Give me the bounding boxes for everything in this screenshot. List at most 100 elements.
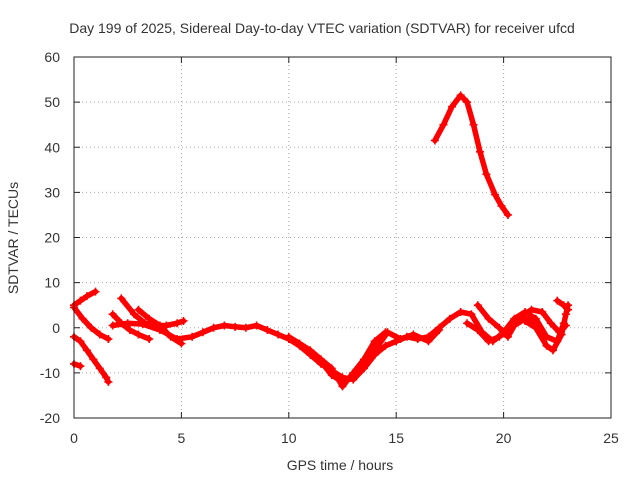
data-point xyxy=(102,373,111,382)
data-point xyxy=(564,305,573,314)
data-series xyxy=(70,91,573,391)
data-point xyxy=(349,373,358,382)
data-point xyxy=(274,330,283,339)
data-point xyxy=(546,319,555,328)
data-point xyxy=(95,364,104,373)
data-point xyxy=(448,102,457,111)
grid-lines xyxy=(74,57,611,418)
data-point xyxy=(527,305,536,314)
series-arc-4 xyxy=(70,359,85,371)
series-band xyxy=(71,288,99,308)
data-point xyxy=(497,201,506,210)
x-tick-label: 10 xyxy=(281,430,297,446)
data-point xyxy=(561,310,570,319)
data-point xyxy=(76,337,85,346)
data-point xyxy=(381,341,390,350)
data-point xyxy=(491,190,500,199)
data-point xyxy=(463,98,472,107)
data-point xyxy=(506,323,515,332)
series-band xyxy=(318,347,378,385)
y-tick-label: 40 xyxy=(44,139,60,155)
y-tick-label: 50 xyxy=(44,94,60,110)
series-arc-1 xyxy=(70,287,100,310)
data-point xyxy=(327,371,336,380)
data-point xyxy=(117,294,126,303)
data-point xyxy=(439,120,448,129)
data-point xyxy=(108,321,117,330)
data-point xyxy=(173,319,182,328)
data-point xyxy=(549,346,558,355)
data-point xyxy=(456,307,465,316)
data-point xyxy=(359,359,368,368)
data-point xyxy=(317,357,326,366)
data-point xyxy=(435,326,444,335)
data-point xyxy=(482,170,491,179)
data-point xyxy=(383,328,392,337)
data-point xyxy=(484,314,493,323)
x-tick-label: 25 xyxy=(603,430,619,446)
series-band xyxy=(432,92,511,218)
data-point xyxy=(338,377,347,386)
data-point xyxy=(188,332,197,341)
x-tick-label: 5 xyxy=(178,430,186,446)
data-point xyxy=(473,301,482,310)
series-arc-12 xyxy=(430,91,512,219)
data-point xyxy=(370,337,379,346)
data-point xyxy=(306,346,315,355)
data-point xyxy=(89,355,98,364)
series-arc-16 xyxy=(553,296,573,314)
data-point xyxy=(76,296,85,305)
y-tick-label: 30 xyxy=(44,184,60,200)
series-band xyxy=(371,327,442,354)
data-point xyxy=(173,335,182,344)
x-tick-label: 0 xyxy=(70,430,78,446)
axis-ticks: 0 5 10 15 20 25 -20 -10 0 10 20 30 40 50 60 xyxy=(40,49,619,446)
data-point xyxy=(473,326,482,335)
y-tick-label: 0 xyxy=(52,320,60,336)
data-point xyxy=(445,314,454,323)
data-point xyxy=(284,332,293,341)
data-point xyxy=(263,326,272,335)
y-tick-label: -10 xyxy=(40,365,60,381)
data-point xyxy=(179,316,188,325)
data-point xyxy=(521,316,530,325)
data-point xyxy=(430,136,439,145)
data-point xyxy=(231,322,240,331)
data-point xyxy=(130,310,139,319)
data-point xyxy=(475,147,484,156)
x-axis-label: GPS time / hours xyxy=(287,457,394,473)
data-point xyxy=(145,314,154,323)
y-tick-label: -20 xyxy=(40,410,60,426)
chart-title: Day 199 of 2025, Sidereal Day-to-day VTE… xyxy=(69,20,575,36)
data-point xyxy=(542,341,551,350)
data-point xyxy=(531,323,540,332)
data-point xyxy=(456,91,465,100)
data-point xyxy=(463,319,472,328)
x-tick-label: 20 xyxy=(496,430,512,446)
x-tick-label: 15 xyxy=(388,430,404,446)
data-point xyxy=(220,321,229,330)
data-point xyxy=(516,312,525,321)
data-point xyxy=(553,296,562,305)
y-axis-label: SDTVAR / TECUs xyxy=(5,182,21,294)
data-point xyxy=(209,323,218,332)
data-point xyxy=(198,328,207,337)
data-point xyxy=(467,310,476,319)
data-point xyxy=(95,330,104,339)
data-point xyxy=(82,292,91,301)
data-point xyxy=(503,332,512,341)
series-arc-11 xyxy=(370,326,444,355)
data-point xyxy=(87,323,96,332)
data-point xyxy=(370,346,379,355)
data-point xyxy=(484,337,493,346)
data-point xyxy=(91,287,100,296)
data-point xyxy=(138,320,147,329)
y-tick-label: 10 xyxy=(44,275,60,291)
data-point xyxy=(134,330,143,339)
data-point xyxy=(123,319,132,328)
data-point xyxy=(145,335,154,344)
data-point xyxy=(78,314,87,323)
data-point xyxy=(424,337,433,346)
data-point xyxy=(495,323,504,332)
